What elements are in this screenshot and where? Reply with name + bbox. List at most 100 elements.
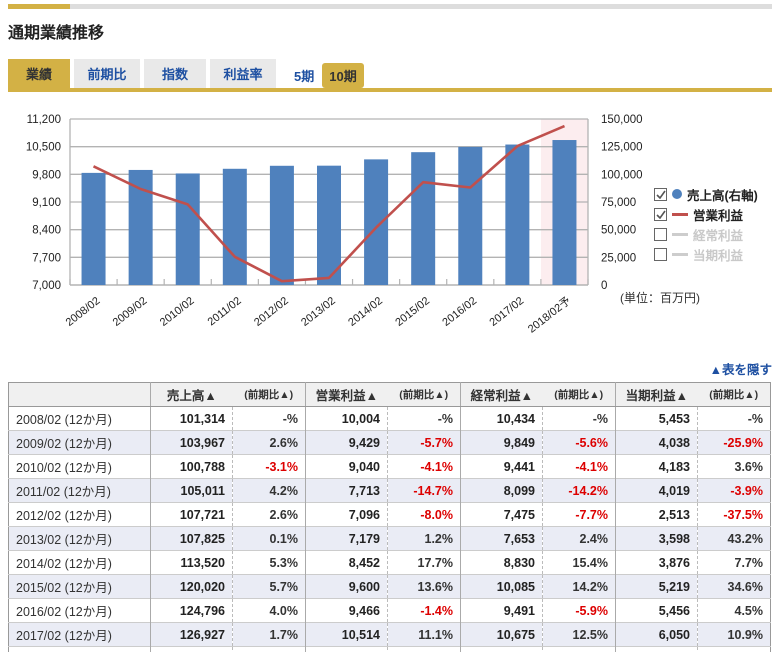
column-header-period[interactable] [8,382,151,407]
cell-value: 5,219 [615,574,698,599]
checkbox-checked-icon[interactable] [654,187,667,201]
legend-item: 経常利益 [654,225,758,243]
tab-underline [8,88,772,92]
chart-bar [128,169,153,285]
cell-period: 2018/02予 (12か月) [8,646,151,652]
left-axis-tick-label: 7,700 [32,252,61,264]
chart-bar [458,146,483,285]
cell-pct: 43.2% [697,526,771,551]
cell-pct: 10.9% [697,622,771,647]
cell-value: 7,096 [305,502,388,527]
performance-chart-area: 7,000 7,700 8,400 9,100 9,800 10,500 11,200 0 25… [8,109,772,357]
cell-value: 107,825 [179,531,225,546]
left-axis-tick-label: 7,000 [32,280,61,292]
x-axis-category-label: 2016/02 [440,295,479,329]
legend-item: 売上高(右軸) [654,185,758,203]
cell-pct: -3.1% [232,454,306,479]
column-header-value[interactable]: 営業利益▲ [305,382,388,407]
legend-label: 当期利益 [693,248,744,263]
x-axis-category-label: 2018/02予 [525,294,573,335]
cell-value: 101,314 [179,411,225,426]
period-5-link[interactable]: 5期 [294,69,315,84]
legend-item: 営業利益 [654,205,758,223]
cell-pct: 14.2% [542,574,616,599]
cell-pct: 3.2% [232,646,306,652]
cell-value: 4,038 [615,430,698,455]
cell-pct: 34.6% [697,574,771,599]
top-accent-bar [8,4,772,9]
accent-bar-gold-segment [8,4,70,9]
cell-period: 2017/02 (12か月) [8,622,151,647]
cell-value: 113,520 [180,555,226,570]
cell-value: 10,085 [460,574,543,599]
cell-value: 131,000 [151,647,233,652]
cell-pct: 1.2% [387,526,461,551]
x-axis-category-label: 2010/02 [158,295,197,329]
legend-label: 経常利益 [693,228,744,243]
table-body: 2008/02 (12か月) 101,314 -% 10,004 -% 10,434 -% 5… [8,406,771,652]
period-selector: 5期 10期 [294,63,364,88]
cell-pct: 1.7% [232,622,306,647]
chart-bar [269,165,294,285]
cell-value: 5,453 [615,406,698,431]
cell-pct: 12.5% [542,622,616,647]
cell-value: 8,099 [460,478,543,503]
right-axis-tick-label: 150,000 [601,114,643,126]
cell-period: 2012/02 (12か月) [8,502,151,527]
cell-value: 11,203 [460,646,543,652]
cell-value: 9,040 [305,454,388,479]
hide-table-link[interactable]: ▲表を隠す [709,363,772,377]
column-header-value[interactable]: 当期利益▲ [615,382,698,407]
cell-pct: -% [387,406,461,431]
cell-value: 103,967 [179,435,225,450]
cell-value: 10,434 [460,406,543,431]
table-row: 2010/02 (12か月) 100,788 -3.1% 9,040 -4.1% 9,44… [8,454,771,479]
chart-bar [411,152,436,285]
tab-margin[interactable]: 利益率 [210,59,276,88]
column-header-pct[interactable]: (前期比▲) [387,382,461,407]
cell-period: 2013/02 (12か月) [8,526,151,551]
x-axis-category-label: 2015/02 [393,295,432,329]
tab-results[interactable]: 業績 [8,59,70,88]
column-header-value[interactable]: 売上高▲ [150,382,233,407]
cell-pct: -5.9% [542,598,616,623]
cell-pct: 3.3% [697,646,771,652]
cell-value: 10,004 [305,406,388,431]
cell-pct: -3.9% [697,478,771,503]
checkbox-unchecked-icon[interactable] [654,227,667,241]
legend-label: 営業利益 [693,208,744,223]
cell-value: 3,876 [615,550,698,575]
table-row: 2018/02予 (12か月)131,0003.2%11,0214.8%11,2… [8,646,771,652]
tab-yoy[interactable]: 前期比 [74,59,140,88]
cell-value: 9,441 [460,454,543,479]
checkbox-unchecked-icon[interactable] [654,247,667,261]
cell-pct: 3.6% [697,454,771,479]
cell-value: 11,021 [305,646,388,652]
tab-index[interactable]: 指数 [144,59,206,88]
cell-value: 105,011 [180,483,226,498]
column-header-pct[interactable]: (前期比▲) [697,382,771,407]
table-header-row: 売上高▲ (前期比▲) 営業利益▲ (前期比▲) 経常利益▲ (前期比▲) 当期利益▲ (前期… [8,382,771,407]
cell-value: 8,452 [305,550,388,575]
cell-value: 3,598 [615,526,698,551]
chart-bar [222,168,247,285]
table-row: 2014/02 (12か月) 113,520 5.3% 8,452 17.7% 8,830… [8,550,771,575]
cell-pct: 4.5% [697,598,771,623]
column-header-pct[interactable]: (前期比▲) [542,382,616,407]
period-10-button[interactable]: 10期 [322,63,364,88]
performance-chart: 7,000 7,700 8,400 9,100 9,800 10,500 11,200 0 25… [26,114,643,336]
x-axis-category-label: 2012/02 [252,295,291,329]
chart-legend: 売上高(右軸) 営業利益経常利益当期利益 [654,185,758,265]
cell-pct: 0.1% [232,526,306,551]
cell-value: 124,796 [179,603,225,618]
left-axis-tick-label: 8,400 [32,225,61,237]
column-header-pct[interactable]: (前期比▲) [232,382,306,407]
cell-pct: 5.3% [232,550,306,575]
column-header-value[interactable]: 経常利益▲ [460,382,543,407]
cell-value: 10,675 [460,622,543,647]
cell-pct: 5.7% [232,574,306,599]
checkbox-checked-icon[interactable] [654,207,667,221]
table-row: 2013/02 (12か月) 107,825 0.1% 7,179 1.2% 7,653 2… [8,526,771,551]
x-axis-category-label: 2008/02 [64,295,103,329]
cell-pct: 13.6% [387,574,461,599]
